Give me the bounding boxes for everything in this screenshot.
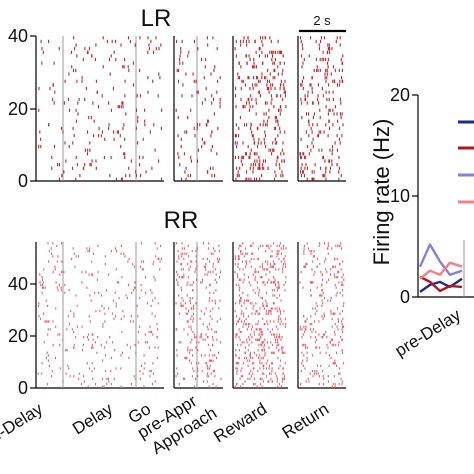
firing-rate-series-line bbox=[419, 275, 463, 293]
epoch-label-pre-delay: pre-Delay bbox=[0, 399, 47, 454]
fr-y-tick-label: 20 bbox=[390, 85, 410, 105]
rr-y-tick-label: 20 bbox=[8, 326, 28, 346]
firing-rate-panel: Firing rate (Hz) 0 10 20 pre-Delay bbox=[369, 85, 474, 360]
lr-y-tick-label: 20 bbox=[8, 99, 28, 119]
fr-legend bbox=[458, 120, 474, 204]
rr-y-tick-label: 40 bbox=[8, 274, 28, 294]
lr-title: LR bbox=[141, 5, 172, 32]
lr-y-tick-label: 0 bbox=[18, 171, 28, 191]
fr-x-tick-label: pre-Delay bbox=[392, 305, 465, 360]
fr-series bbox=[418, 243, 463, 293]
firing-rate-ylabel: Firing rate (Hz) bbox=[369, 119, 394, 266]
lr-y-tick-label: 40 bbox=[8, 26, 28, 46]
firing-rate-series-line bbox=[419, 277, 463, 293]
firing-rate-series-line bbox=[418, 243, 463, 276]
fr-y-tick-label: 10 bbox=[390, 186, 410, 206]
scale-bar-label: 2 s bbox=[313, 13, 331, 28]
rr-y-tick-label: 0 bbox=[18, 378, 28, 398]
rr-raster bbox=[36, 242, 346, 389]
epoch-label-return: Return bbox=[279, 399, 332, 442]
firing-rate-series-line bbox=[419, 261, 463, 280]
lr-raster bbox=[36, 36, 346, 182]
epoch-label-delay: Delay bbox=[69, 399, 116, 438]
epoch-labels: pre-Delay Delay Go pre-Appr Approach Rew… bbox=[0, 391, 332, 458]
epoch-label-reward: Reward bbox=[210, 399, 270, 446]
rr-title: RR bbox=[164, 207, 199, 234]
fr-y-tick-label: 0 bbox=[400, 287, 410, 307]
